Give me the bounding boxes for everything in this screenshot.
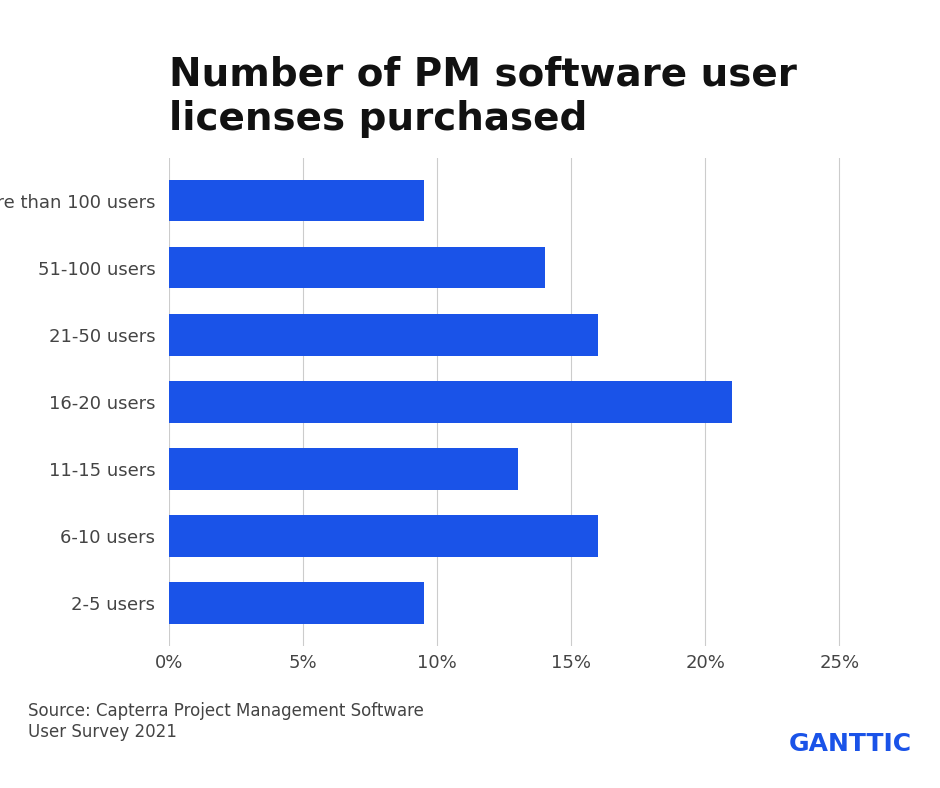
Bar bbox=[169, 448, 518, 490]
Bar bbox=[169, 381, 732, 422]
Text: Number of PM software user
licenses purchased: Number of PM software user licenses purc… bbox=[169, 56, 797, 138]
Bar bbox=[169, 515, 598, 557]
Text: GANTTIC: GANTTIC bbox=[789, 733, 912, 756]
Bar bbox=[169, 582, 424, 624]
Text: Source: Capterra Project Management Software
User Survey 2021: Source: Capterra Project Management Soft… bbox=[28, 702, 424, 741]
Bar bbox=[169, 247, 544, 288]
Bar bbox=[169, 314, 598, 355]
Bar bbox=[169, 180, 424, 221]
